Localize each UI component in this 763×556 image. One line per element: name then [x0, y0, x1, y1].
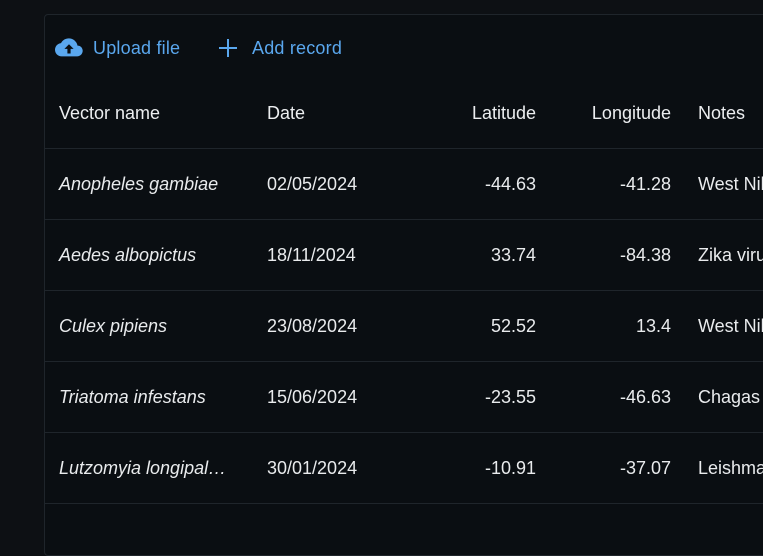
cell-notes[interactable]: Leishman: [671, 432, 763, 504]
table-row[interactable]: Triatoma infestans 15/06/2024 -23.55 -46…: [45, 361, 763, 433]
cell-notes[interactable]: Zika virus: [671, 219, 763, 291]
upload-file-label: Upload file: [93, 37, 181, 58]
cell-longitude[interactable]: -46.63: [536, 361, 671, 433]
cell-vector-name[interactable]: Culex pipiens: [45, 290, 267, 362]
header-row: Vector name Date Latitude Longitude Note…: [45, 78, 763, 149]
cell-date[interactable]: 15/06/2024: [267, 361, 417, 433]
column-header-date[interactable]: Date: [267, 78, 417, 149]
upload-file-button[interactable]: Upload file: [55, 35, 180, 61]
cell-latitude[interactable]: -23.55: [417, 361, 536, 433]
cell-date[interactable]: 30/01/2024: [267, 432, 417, 504]
cell-longitude[interactable]: 13.4: [536, 290, 671, 362]
cell-notes[interactable]: West Nile: [671, 148, 763, 220]
cell-date[interactable]: 02/05/2024: [267, 148, 417, 220]
column-header-notes[interactable]: Notes: [671, 78, 763, 149]
cell-vector-name[interactable]: Aedes albopictus: [45, 219, 267, 291]
table-row[interactable]: Culex pipiens 23/08/2024 52.52 13.4 West…: [45, 290, 763, 362]
cell-vector-name[interactable]: Lutzomyia longipal…: [45, 432, 267, 504]
data-grid-panel: Upload file Add record Vector name Date …: [44, 14, 763, 556]
add-record-label: Add record: [252, 37, 343, 58]
column-header-latitude[interactable]: Latitude: [417, 78, 536, 149]
table-row[interactable]: Anopheles gambiae 02/05/2024 -44.63 -41.…: [45, 148, 763, 220]
column-header-vector-name[interactable]: Vector name: [45, 78, 267, 149]
cell-latitude[interactable]: -10.91: [417, 432, 536, 504]
cell-date[interactable]: 18/11/2024: [267, 219, 417, 291]
cell-latitude[interactable]: -44.63: [417, 148, 536, 220]
table-row[interactable]: Lutzomyia longipal… 30/01/2024 -10.91 -3…: [45, 432, 763, 504]
cloud-upload-icon: [55, 35, 83, 61]
cell-vector-name[interactable]: Triatoma infestans: [45, 361, 267, 433]
cell-longitude[interactable]: -41.28: [536, 148, 671, 220]
cell-date[interactable]: 23/08/2024: [267, 290, 417, 362]
add-record-button[interactable]: Add record: [217, 35, 342, 61]
plus-icon: [217, 35, 239, 61]
records-table: Vector name Date Latitude Longitude Note…: [45, 78, 763, 504]
grid-toolbar: Upload file Add record: [45, 15, 763, 81]
cell-longitude[interactable]: -37.07: [536, 432, 671, 504]
table-row[interactable]: Aedes albopictus 18/11/2024 33.74 -84.38…: [45, 219, 763, 291]
cell-notes[interactable]: West Nile: [671, 290, 763, 362]
cell-vector-name[interactable]: Anopheles gambiae: [45, 148, 267, 220]
cell-longitude[interactable]: -84.38: [536, 219, 671, 291]
cell-notes[interactable]: Chagas d: [671, 361, 763, 433]
cell-latitude[interactable]: 52.52: [417, 290, 536, 362]
cell-latitude[interactable]: 33.74: [417, 219, 536, 291]
column-header-longitude[interactable]: Longitude: [536, 78, 671, 149]
